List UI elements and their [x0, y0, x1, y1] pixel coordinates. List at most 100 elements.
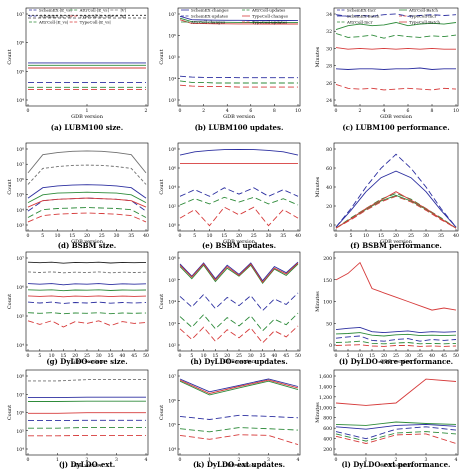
- y-tick-label: 10⁷: [16, 12, 24, 18]
- legend-label: TypeColl·Incr: [409, 14, 437, 19]
- y-tick-label: 10⁴: [16, 98, 24, 104]
- x-tick-label: 25: [393, 353, 399, 359]
- y-axis-label: Minutes: [315, 402, 321, 423]
- x-tick-label: 15: [69, 233, 75, 239]
- y-tick-label: 30: [326, 46, 332, 52]
- plot-frame: [177, 251, 301, 352]
- y-tick-label: 200: [323, 447, 332, 453]
- series-line: [179, 378, 299, 393]
- plot-frame: [333, 7, 459, 107]
- series-line: [335, 22, 457, 31]
- x-tick-label: 10: [363, 233, 369, 239]
- y-tick-label: 1,600: [319, 374, 332, 380]
- y-tick-label: 10⁷: [16, 392, 24, 398]
- x-tick-label: 30: [114, 233, 120, 239]
- x-tick-label: 50: [143, 353, 149, 359]
- series-line: [27, 289, 147, 292]
- series-line: [179, 292, 299, 312]
- x-tick-label: 2: [145, 108, 148, 114]
- x-tick-label: 40: [271, 353, 277, 359]
- y-tick-label: 60: [326, 166, 332, 172]
- series-line: [335, 47, 456, 50]
- x-axis-label: GDB version: [71, 239, 104, 245]
- y-tick-label: 10²: [168, 343, 176, 349]
- legend-label: |V|: [120, 8, 126, 13]
- y-axis-label: Count: [159, 179, 165, 194]
- y-axis-label: Minutes: [315, 291, 321, 312]
- series-line: [27, 312, 147, 315]
- y-tick-label: 80: [326, 147, 332, 153]
- x-tick-label: 10: [453, 108, 459, 114]
- chart-i: 200 150 100 50 00 5 10 15 20 25 30 35 40 45 50 GDB vers…: [315, 251, 459, 366]
- x-tick-label: 0: [179, 353, 182, 359]
- y-tick-label: 10⁵: [16, 314, 24, 320]
- legend-label: SchemEX·Batch: [347, 14, 380, 19]
- x-axis-label: GDB version: [380, 239, 413, 245]
- y-tick-label: 10⁸: [168, 147, 176, 153]
- x-axis-label: GDB version: [71, 114, 104, 120]
- y-axis-label: Minutes: [315, 46, 321, 67]
- series-line: [179, 80, 298, 84]
- x-tick-label: 30: [266, 233, 272, 239]
- x-tick-label: 0: [179, 108, 182, 114]
- y-tick-label: 150: [323, 278, 332, 284]
- x-tick-label: 25: [408, 233, 414, 239]
- caption: (b) LUBM100 updates.: [195, 123, 284, 132]
- caption: (l) DyLDO-ext performance.: [342, 460, 451, 469]
- y-tick-label: 10⁴: [168, 185, 176, 191]
- x-tick-label: 4: [383, 108, 386, 114]
- series-line: [27, 164, 147, 185]
- x-tick-label: 8: [273, 108, 276, 114]
- x-tick-label: 20: [393, 233, 399, 239]
- y-tick-label: 10⁵: [168, 55, 176, 61]
- x-tick-label: 40: [295, 233, 301, 239]
- legend-label: SchemEX·|E_vs|: [39, 14, 72, 19]
- series-line: [179, 312, 299, 332]
- x-axis-label: GDB version: [223, 114, 256, 120]
- x-tick-label: 5: [190, 353, 193, 359]
- series-line: [28, 412, 146, 414]
- y-tick-label: 400: [323, 437, 332, 443]
- legend-label: SchemEX·Incr: [347, 8, 376, 13]
- x-tick-label: 10: [55, 233, 61, 239]
- y-tick-label: 20: [326, 204, 332, 210]
- series-line: [335, 33, 457, 39]
- series-line: [335, 13, 457, 17]
- x-tick-label: 40: [429, 353, 435, 359]
- legend-label: AttrColl·Incr: [346, 20, 373, 25]
- caption: (f) BSBM performance.: [350, 241, 442, 250]
- x-tick-label: 3: [115, 457, 118, 463]
- series-line: [179, 196, 299, 206]
- series-line: [335, 332, 457, 337]
- y-tick-label: 28: [326, 64, 332, 70]
- x-tick-label: 40: [453, 233, 459, 239]
- x-tick-label: 35: [128, 233, 134, 239]
- caption: (j) DyLDO-ext.: [59, 460, 115, 469]
- x-tick-label: 1: [208, 457, 211, 463]
- y-tick-label: 10⁶: [16, 285, 24, 291]
- x-axis-label: GDB version: [380, 359, 413, 365]
- y-tick-label: 10⁵: [168, 423, 176, 429]
- series-line: [27, 184, 147, 199]
- x-tick-label: 40: [143, 233, 149, 239]
- plot-frame: [177, 142, 301, 232]
- series-line: [27, 320, 147, 328]
- x-tick-label: 15: [221, 233, 227, 239]
- x-tick-label: 35: [280, 233, 286, 239]
- x-tick-label: 2: [86, 457, 89, 463]
- x-tick-label: 20: [84, 233, 90, 239]
- plot-frame: [333, 369, 459, 456]
- series-line: [335, 83, 457, 91]
- x-tick-label: 2: [395, 457, 398, 463]
- series-line: [179, 75, 298, 79]
- y-axis-label: Count: [7, 294, 13, 309]
- legend-label: AttrColl·|E_vs|: [79, 8, 109, 13]
- series-line: [335, 195, 457, 229]
- series-line: [335, 335, 457, 342]
- y-tick-label: 0: [329, 223, 332, 229]
- series-line: [27, 261, 147, 264]
- series-line: [27, 283, 147, 286]
- y-tick-label: 10⁵: [168, 278, 176, 284]
